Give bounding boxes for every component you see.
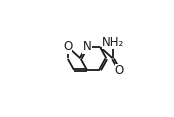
Text: O: O: [63, 40, 72, 53]
Text: O: O: [115, 64, 124, 77]
Text: NH₂: NH₂: [102, 36, 124, 49]
Text: N: N: [83, 40, 91, 53]
